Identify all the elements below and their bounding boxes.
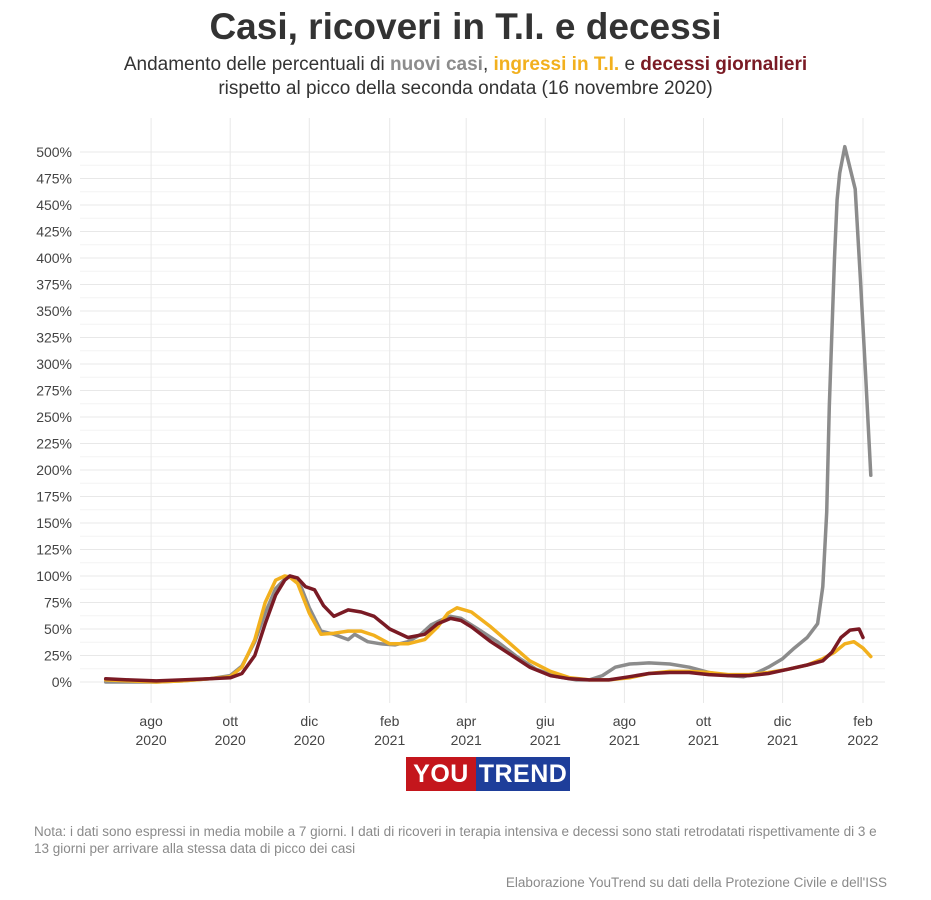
source-credit: Elaborazione YouTrend su dati della Prot… [505, 875, 887, 890]
subtitle-deaths-label: decessi giornalieri [640, 54, 808, 75]
x-tick-year: 2021 [688, 732, 719, 748]
y-tick-label: 150% [36, 515, 72, 531]
x-tick-month: dic [300, 713, 318, 729]
y-tick-label: 225% [36, 436, 72, 452]
y-tick-label: 500% [36, 144, 72, 160]
series-line [103, 144, 873, 684]
x-tick-month: feb [853, 713, 873, 729]
subtitle-and: e [619, 54, 641, 75]
y-tick-label: 425% [36, 224, 72, 240]
subtitle-cases-label: nuovi casi [390, 54, 483, 75]
x-tick-month: ott [696, 713, 712, 729]
line-chart: 0% 25% 50% 75% 100% 125% 150% 175% 200% 225% 250% 2… [36, 118, 885, 748]
x-tick-month: ago [139, 713, 163, 729]
x-tick-year: 2021 [530, 732, 561, 748]
series-line [103, 574, 865, 683]
subtitle-text-1: Andamento delle percentuali di [123, 54, 391, 75]
x-tick-year: 2021 [374, 732, 405, 748]
chart-title: Casi, ricoveri in T.I. e decessi [209, 6, 722, 47]
y-tick-label: 75% [44, 595, 72, 611]
x-tick-year: 2020 [294, 732, 325, 748]
y-tick-label: 100% [36, 568, 72, 584]
y-tick-label: 450% [36, 197, 72, 213]
x-tick-month: dic [774, 713, 792, 729]
y-tick-label: 475% [36, 171, 72, 187]
y-tick-label: 175% [36, 489, 72, 505]
subtitle-comma: , [482, 54, 494, 75]
y-tick-label: 375% [36, 277, 72, 293]
subtitle-line-2: rispetto al picco della seconda ondata (… [218, 78, 713, 99]
x-tick-year: 2020 [136, 732, 167, 748]
y-tick-label: 25% [44, 648, 72, 664]
subtitle-line-1: Andamento delle percentuali di nuovi cas… [0, 53, 931, 77]
x-tick-year: 2021 [767, 732, 798, 748]
y-tick-label: 125% [36, 542, 72, 558]
y-tick-label: 300% [36, 356, 72, 372]
y-tick-label: 400% [36, 250, 72, 266]
x-tick-month: ago [613, 713, 637, 729]
footnote: Nota: i dati sono espressi in media mobi… [34, 824, 877, 856]
subtitle-icu-label: ingressi in T.I. [493, 54, 620, 75]
x-tick-month: feb [380, 713, 400, 729]
logo-part-you: YOU [406, 757, 476, 791]
youtrend-logo: YOU TREND [406, 757, 570, 791]
x-tick-month: ott [222, 713, 238, 729]
y-tick-label: 0% [52, 674, 72, 690]
logo-part-trend: TREND [476, 757, 570, 791]
y-tick-label: 250% [36, 409, 72, 425]
y-tick-label: 200% [36, 462, 72, 478]
x-tick-year: 2021 [451, 732, 482, 748]
x-tick-month: apr [456, 713, 477, 729]
y-tick-label: 350% [36, 303, 72, 319]
x-tick-month: giu [536, 713, 555, 729]
x-tick-year: 2020 [215, 732, 246, 748]
y-tick-label: 325% [36, 330, 72, 346]
chart-subtitle: Andamento delle percentuali di nuovi cas… [0, 53, 931, 101]
y-tick-label: 275% [36, 383, 72, 399]
x-tick-year: 2022 [847, 732, 878, 748]
y-tick-label: 50% [44, 621, 72, 637]
x-tick-year: 2021 [609, 732, 640, 748]
